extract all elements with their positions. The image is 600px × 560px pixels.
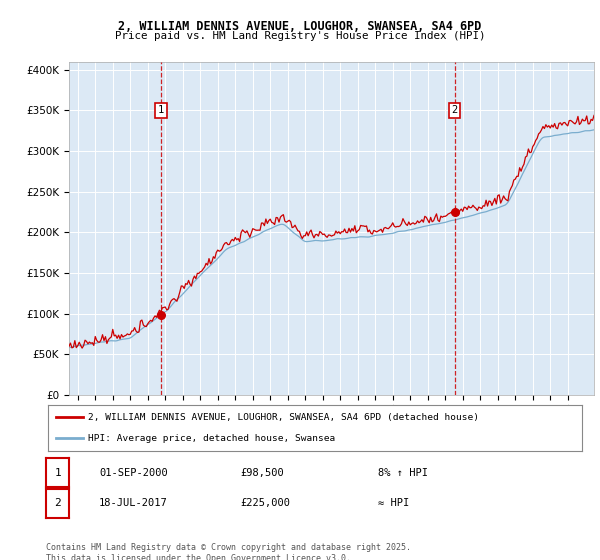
Text: ≈ HPI: ≈ HPI <box>378 498 409 508</box>
Text: Contains HM Land Registry data © Crown copyright and database right 2025.
This d: Contains HM Land Registry data © Crown c… <box>46 543 411 560</box>
Text: £98,500: £98,500 <box>240 468 284 478</box>
Text: 2, WILLIAM DENNIS AVENUE, LOUGHOR, SWANSEA, SA4 6PD (detached house): 2, WILLIAM DENNIS AVENUE, LOUGHOR, SWANS… <box>88 413 479 422</box>
Text: 18-JUL-2017: 18-JUL-2017 <box>99 498 168 508</box>
Text: 8% ↑ HPI: 8% ↑ HPI <box>378 468 428 478</box>
Text: Price paid vs. HM Land Registry's House Price Index (HPI): Price paid vs. HM Land Registry's House … <box>115 31 485 41</box>
Text: 1: 1 <box>158 105 164 115</box>
Text: 01-SEP-2000: 01-SEP-2000 <box>99 468 168 478</box>
Text: 1: 1 <box>54 468 61 478</box>
Text: HPI: Average price, detached house, Swansea: HPI: Average price, detached house, Swan… <box>88 434 335 443</box>
Text: 2: 2 <box>54 498 61 508</box>
Text: 2, WILLIAM DENNIS AVENUE, LOUGHOR, SWANSEA, SA4 6PD: 2, WILLIAM DENNIS AVENUE, LOUGHOR, SWANS… <box>118 20 482 32</box>
Text: £225,000: £225,000 <box>240 498 290 508</box>
Text: 2: 2 <box>452 105 458 115</box>
